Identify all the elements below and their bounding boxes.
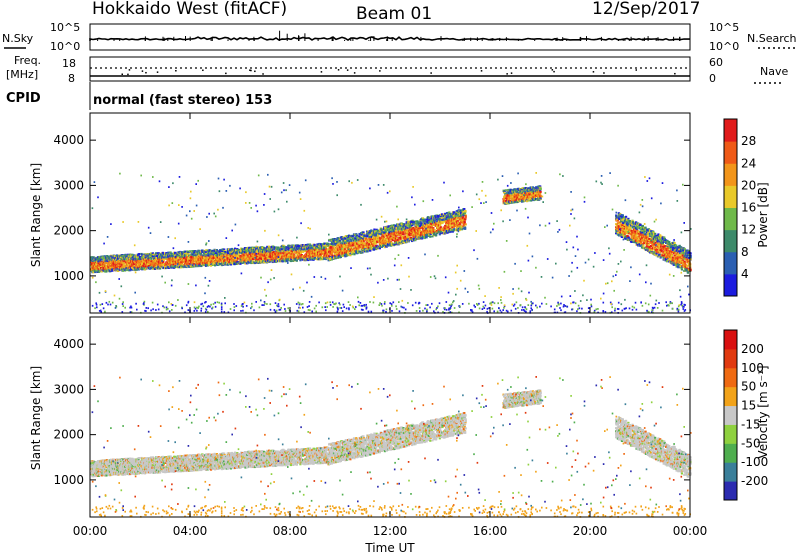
freq-mark (636, 69, 638, 71)
power-cell (159, 268, 161, 270)
freq-mark (145, 72, 147, 74)
freq-mark (593, 71, 595, 73)
freq-mark (254, 71, 256, 73)
freq-panel-frame (90, 57, 690, 81)
freq-unit-label: [MHz] (6, 68, 38, 81)
power-cell (369, 250, 371, 252)
freq-mark (603, 72, 605, 74)
freq-mark (175, 70, 177, 72)
freq-mark (354, 72, 356, 74)
power-cell (111, 270, 113, 272)
power-cell (327, 243, 329, 245)
noise-tick-left-top: 10^5 (50, 21, 80, 34)
power-cell (362, 231, 364, 233)
noise-sky-trace (90, 37, 690, 41)
freq-mark (122, 73, 124, 75)
freq-mark (347, 69, 349, 71)
nsky-label: N.Sky (2, 32, 34, 45)
power-cell (382, 234, 384, 236)
noise-tick-left-bottom: 10^0 (50, 40, 80, 53)
freq-mark (127, 74, 129, 76)
freq-mark (225, 73, 227, 75)
freq-mark (262, 73, 264, 75)
power-heatmap (90, 172, 692, 314)
power-cell (353, 253, 355, 255)
freq-mark (129, 69, 131, 71)
freq-mark (157, 71, 159, 73)
power-cell (290, 260, 292, 262)
power-cell (300, 252, 302, 254)
freq-mark (249, 69, 251, 71)
power-cell (105, 271, 107, 273)
cpid-label: CPID (6, 91, 41, 106)
freq-mark (674, 73, 676, 75)
station-title: Hokkaido West (fitACF) (92, 0, 287, 19)
freq-mark (552, 69, 554, 71)
nsearch-label: N.Search (747, 32, 797, 45)
power-cell (350, 245, 352, 247)
freq-tick-bottom: 8 (68, 72, 75, 85)
noise-tick-right-top: 10^5 (709, 21, 739, 34)
freq-mark (338, 69, 340, 71)
freq-label: Freq. (14, 54, 41, 67)
freq-mark (430, 72, 432, 74)
nave-tick-bottom: 0 (709, 72, 716, 85)
power-cell (373, 229, 375, 231)
nave-label: Nave (760, 65, 788, 78)
noise-panel-frame (90, 24, 690, 50)
freq-mark (202, 70, 204, 72)
freq-mark (506, 73, 508, 75)
power-cell (373, 249, 375, 251)
freq-mark (511, 72, 513, 74)
beam-title: Beam 01 (356, 4, 432, 24)
power-cell (138, 253, 140, 255)
freq-mark (379, 70, 381, 72)
date-title: 12/Sep/2017 (592, 0, 700, 19)
noise-tick-right-bottom: 10^0 (709, 40, 739, 53)
freq-mark (321, 71, 323, 73)
nave-tick-top: 60 (709, 56, 723, 69)
freq-mark (553, 71, 555, 73)
cpid-text: normal (fast stereo) 153 (93, 93, 272, 108)
freq-tick-top: 18 (62, 57, 76, 70)
freq-change-marks (122, 69, 676, 75)
freq-mark (142, 70, 144, 72)
freq-mark (481, 70, 483, 72)
